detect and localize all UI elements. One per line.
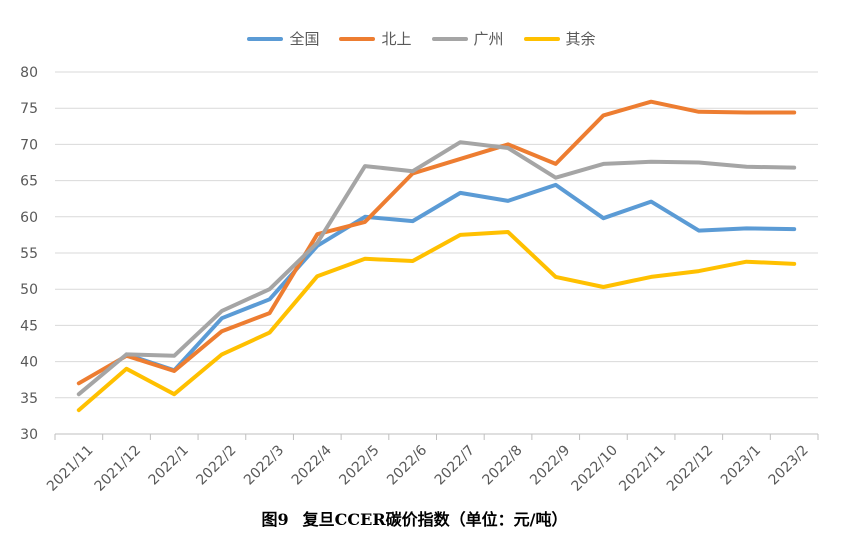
- x-tick-label: 2022/1: [146, 442, 192, 488]
- y-tick-label: 55: [20, 246, 38, 262]
- y-tick-label: 80: [20, 65, 38, 81]
- legend-item-0[interactable]: 全国: [247, 28, 319, 49]
- legend-label-0: 全国: [289, 30, 320, 48]
- legend-swatch-2: [431, 36, 468, 41]
- x-tick-label: 2021/12: [92, 442, 144, 494]
- x-tick-label: 2022/12: [664, 442, 716, 494]
- y-tick-label: 45: [20, 318, 38, 334]
- legend-item-2[interactable]: 广州: [431, 28, 504, 49]
- x-tick-label: 2022/10: [569, 442, 621, 494]
- x-tick-label: 2021/11: [44, 442, 96, 494]
- gridlines: [55, 71, 818, 399]
- legend-item-1[interactable]: 北上: [339, 28, 412, 49]
- series-line-0: [124, 182, 797, 373]
- y-tick-label: 30: [20, 427, 38, 443]
- legend-label-1: 北上: [381, 30, 412, 48]
- y-tick-label: 60: [20, 210, 38, 226]
- y-tick-label: 70: [20, 137, 38, 153]
- series-line-1: [76, 99, 797, 386]
- legend-swatch-1: [339, 36, 376, 41]
- y-tick-label: 50: [20, 282, 38, 298]
- legend-swatch-0: [247, 36, 284, 41]
- legend-item-3[interactable]: 其余: [523, 28, 596, 49]
- x-tick-label: 2022/2: [193, 442, 239, 488]
- x-tick-label: 2022/3: [241, 442, 287, 488]
- figure-number: 图9: [261, 510, 289, 529]
- x-tick-label: 2023/1: [718, 442, 764, 488]
- legend-label-2: 广州: [473, 30, 504, 48]
- y-tick-labels: 30 35 40 45 50 55 60 65 70 75 80: [20, 65, 38, 443]
- x-tick-label: 2022/11: [616, 442, 668, 494]
- figure-caption-text: 复旦CCER碳价指数（单位：元/吨）: [302, 510, 568, 529]
- x-tick-label: 2023/2: [766, 442, 812, 488]
- y-tick-label: 65: [20, 174, 38, 190]
- x-tick-label: 2022/8: [479, 442, 525, 488]
- x-tick-label: 2022/9: [527, 442, 573, 488]
- figure-caption: 图9 复旦CCER碳价指数（单位：元/吨）: [0, 506, 843, 530]
- y-tick-label: 40: [20, 355, 38, 371]
- x-tick-label: 2022/7: [432, 442, 478, 488]
- axes: [54, 433, 819, 440]
- series-line-3: [76, 230, 797, 413]
- legend-label-3: 其余: [565, 30, 596, 48]
- x-tick-label: 2022/6: [384, 442, 430, 488]
- legend-swatch-3: [523, 36, 560, 41]
- x-tick-label: 2022/4: [289, 442, 335, 488]
- legend: 全国 北上 广州 其余: [0, 28, 843, 49]
- x-tick-label: 2022/5: [336, 442, 382, 488]
- series-lines: [76, 99, 797, 413]
- y-tick-label: 75: [20, 101, 38, 117]
- series-line-2: [76, 140, 797, 397]
- y-tick-label: 35: [20, 391, 38, 407]
